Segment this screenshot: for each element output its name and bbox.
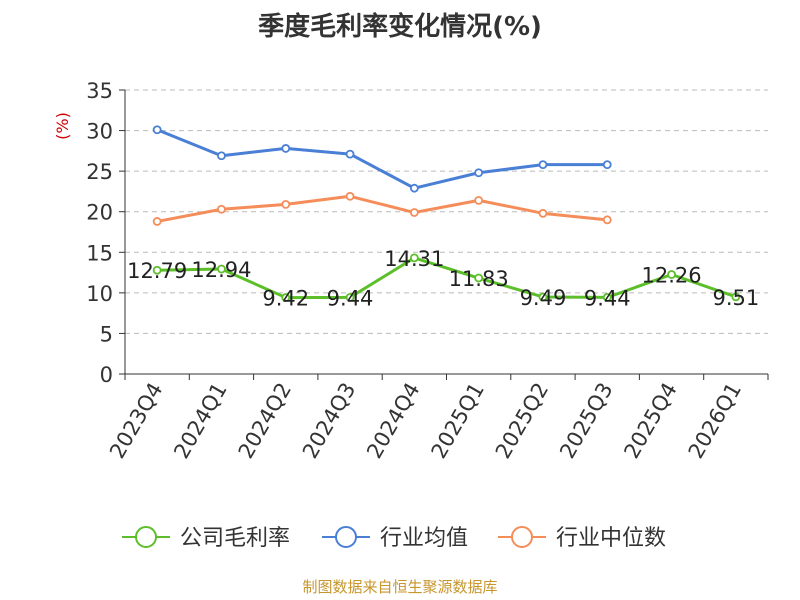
data-point-industry_median[interactable] — [474, 195, 484, 205]
y-tick-label: 15 — [86, 241, 113, 265]
series-line-company — [157, 256, 737, 300]
data-point-industry_median[interactable] — [152, 217, 162, 226]
data-label: 9.49 — [520, 286, 567, 310]
legend-item-company[interactable]: 公司毛利率 — [122, 526, 290, 551]
data-point-company[interactable] — [281, 293, 291, 302]
data-label: 9.44 — [584, 286, 631, 310]
data-label: 12.79 — [127, 259, 187, 283]
legend-label: 公司毛利率 — [180, 526, 290, 551]
x-tick-label: 2025Q3 — [555, 379, 617, 463]
x-tick-label: 2023Q4 — [105, 379, 167, 463]
grid-lines — [125, 89, 768, 334]
data-label: 9.42 — [262, 287, 309, 311]
data-point-industry_median[interactable] — [409, 208, 419, 217]
x-tick-label: 2024Q4 — [362, 379, 424, 463]
data-label: 12.94 — [191, 258, 251, 282]
legend-item-industry_avg[interactable]: 行业均值 — [322, 526, 468, 551]
data-point-industry_avg[interactable] — [152, 125, 162, 135]
data-label: 14.31 — [384, 247, 444, 271]
y-tick-label: 25 — [86, 160, 113, 184]
legend-item-industry_median[interactable]: 行业中位数 — [498, 526, 666, 551]
series-lines — [152, 125, 741, 302]
data-point-company[interactable] — [217, 264, 226, 274]
data-point-company[interactable] — [667, 270, 676, 279]
data-point-industry_median[interactable] — [217, 204, 226, 214]
source-note: 制图数据来自恒生聚源数据库 — [302, 578, 498, 596]
data-point-company[interactable] — [152, 265, 162, 275]
y-tick-label: 20 — [86, 201, 113, 225]
data-point-company[interactable] — [345, 293, 355, 302]
legend: 公司毛利率 行业均值 行业中位数 — [122, 526, 666, 551]
data-point-company[interactable] — [731, 292, 741, 302]
x-tick-label: 2024Q3 — [298, 379, 360, 463]
x-tick-label: 2024Q2 — [234, 379, 296, 463]
data-label: 9.44 — [327, 286, 374, 310]
data-point-industry_median[interactable] — [602, 215, 612, 225]
series-line-industry_avg — [156, 128, 608, 190]
data-point-industry_median[interactable] — [345, 191, 355, 201]
legend-marker — [335, 526, 357, 548]
x-tick-label: 2024Q1 — [169, 379, 231, 463]
data-point-industry_avg[interactable] — [409, 183, 419, 193]
data-point-industry_median[interactable] — [281, 200, 291, 209]
data-point-company[interactable] — [474, 273, 484, 283]
data-point-company[interactable] — [538, 292, 548, 302]
y-tick-label: 5 — [100, 322, 113, 346]
data-point-industry_avg[interactable] — [217, 151, 226, 161]
y-axis-label: (%) — [53, 112, 72, 140]
x-tick-label: 2025Q1 — [427, 379, 489, 463]
chart-title: 季度毛利率变化情况(%) — [258, 12, 542, 42]
data-point-industry_avg[interactable] — [345, 149, 355, 159]
data-point-industry_median[interactable] — [538, 208, 548, 218]
data-point-industry_avg[interactable] — [281, 144, 291, 153]
y-tick-label: 30 — [86, 120, 113, 144]
legend-label: 行业均值 — [380, 526, 468, 551]
data-point-company[interactable] — [602, 293, 612, 302]
legend-marker — [511, 526, 533, 548]
y-tick-label: 10 — [86, 282, 113, 306]
x-tick-label: 2025Q4 — [619, 379, 681, 463]
data-label: 11.83 — [449, 267, 509, 291]
legend-label: 行业中位数 — [556, 526, 666, 551]
data-point-company[interactable] — [409, 253, 419, 263]
x-tick-label: 2026Q1 — [684, 379, 746, 463]
data-point-industry_avg[interactable] — [474, 168, 484, 178]
data-point-industry_avg[interactable] — [538, 160, 548, 170]
y-tick-label: 0 — [100, 363, 113, 387]
data-label: 12.26 — [641, 264, 701, 288]
legend-marker — [135, 526, 157, 548]
data-point-industry_avg[interactable] — [602, 160, 612, 170]
x-tick-label: 2025Q2 — [491, 379, 553, 463]
series-line-industry_median — [156, 194, 608, 223]
data-label: 9.51 — [712, 286, 759, 310]
y-tick-label: 35 — [86, 79, 113, 103]
